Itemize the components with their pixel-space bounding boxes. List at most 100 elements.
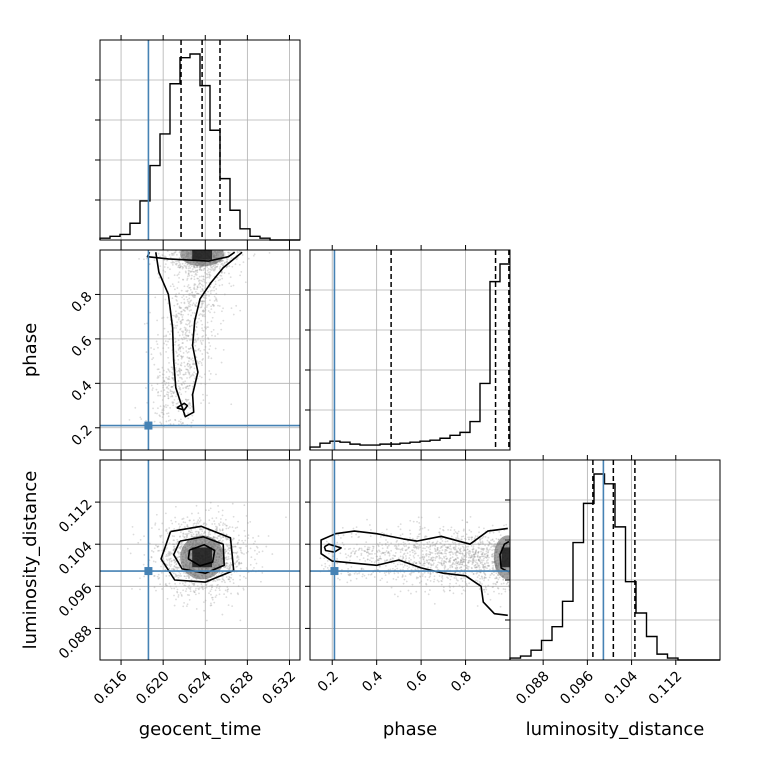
sample-point: [469, 515, 472, 518]
sample-point: [172, 549, 175, 552]
sample-point: [256, 553, 258, 555]
sample-point: [180, 369, 183, 372]
sample-point: [195, 305, 198, 308]
sample-point: [161, 373, 164, 376]
sample-point: [204, 383, 207, 385]
sample-point: [185, 306, 188, 309]
sample-point: [492, 531, 495, 534]
panel-phase-vs-luminosity_distance: [305, 455, 511, 665]
sample-point: [223, 293, 226, 296]
sample-point: [458, 544, 460, 546]
sample-point: [395, 546, 398, 548]
sample-point: [427, 555, 430, 558]
sample-point: [161, 411, 164, 414]
sample-point: [208, 243, 210, 245]
sample-point: [167, 378, 170, 381]
sample-point: [417, 547, 420, 550]
sample-point: [227, 548, 229, 551]
sample-point: [173, 274, 176, 277]
sample-point: [450, 548, 452, 550]
sample-point: [455, 549, 458, 552]
sample-point: [395, 541, 398, 543]
sample-point: [188, 360, 190, 363]
sample-point: [151, 358, 153, 361]
sample-point: [440, 579, 443, 582]
sample-point: [156, 319, 159, 322]
sample-point: [191, 414, 194, 417]
sample-point: [482, 555, 485, 558]
sample-point: [176, 355, 179, 357]
sample-point: [477, 559, 480, 562]
sample-point: [214, 283, 217, 286]
sample-point: [199, 313, 202, 315]
sample-point: [255, 562, 258, 565]
sample-point: [187, 405, 190, 408]
sample-point: [184, 371, 187, 374]
sample-point: [180, 313, 183, 316]
sample-point: [425, 559, 428, 562]
sample-point: [174, 516, 177, 519]
sample-point: [199, 527, 202, 529]
sample-point: [427, 563, 430, 565]
contour-outer: [320, 527, 508, 617]
sample-point: [470, 566, 473, 569]
sample-point: [495, 572, 498, 575]
sample-point: [456, 556, 459, 559]
sample-point: [402, 557, 405, 560]
sample-point: [210, 584, 212, 587]
sample-point: [490, 555, 493, 558]
sample-point: [192, 265, 195, 268]
y-tick-label: 0.8: [69, 289, 96, 316]
sample-point: [364, 545, 366, 548]
sample-point: [230, 576, 233, 579]
sample-point: [390, 549, 393, 552]
sample-point: [474, 555, 477, 558]
sample-point: [229, 553, 232, 556]
sample-point: [226, 590, 229, 593]
sample-point: [464, 552, 467, 555]
sample-point: [358, 547, 361, 550]
sample-point: [173, 547, 176, 550]
sample-point: [427, 566, 429, 569]
sample-point: [491, 545, 494, 548]
sample-point: [186, 377, 188, 379]
sample-point: [162, 254, 164, 257]
sample-point: [164, 298, 167, 301]
sample-point: [201, 287, 204, 290]
sample-point: [207, 534, 210, 536]
sample-point: [167, 384, 170, 387]
sample-point: [194, 269, 197, 272]
sample-point: [151, 387, 154, 390]
sample-point: [480, 547, 483, 550]
sample-point: [197, 245, 199, 247]
sample-point: [165, 386, 168, 389]
sample-point: [236, 565, 239, 568]
sample-point: [429, 566, 432, 569]
sample-point: [228, 282, 231, 285]
sample-point: [186, 525, 189, 528]
sample-point: [214, 297, 217, 299]
sample-point: [193, 266, 196, 269]
sample-point: [446, 576, 448, 579]
sample-point: [178, 346, 181, 349]
sample-point: [181, 399, 184, 402]
sample-point: [377, 559, 379, 562]
sample-point: [193, 341, 196, 344]
sample-point: [176, 556, 179, 559]
sample-point: [452, 559, 455, 562]
sample-point: [197, 522, 200, 525]
sample-point: [159, 415, 161, 418]
sample-point: [479, 571, 482, 574]
sample-point: [173, 539, 176, 542]
sample-point: [221, 277, 224, 280]
sample-point: [454, 531, 457, 533]
sample-point: [397, 548, 400, 550]
sample-point: [157, 394, 159, 397]
sample-point: [405, 545, 408, 547]
sample-point: [384, 551, 387, 554]
sample-point: [192, 246, 194, 248]
sample-point: [465, 567, 467, 569]
sample-point: [344, 553, 347, 555]
sample-point: [506, 581, 509, 584]
sample-point: [177, 551, 179, 554]
